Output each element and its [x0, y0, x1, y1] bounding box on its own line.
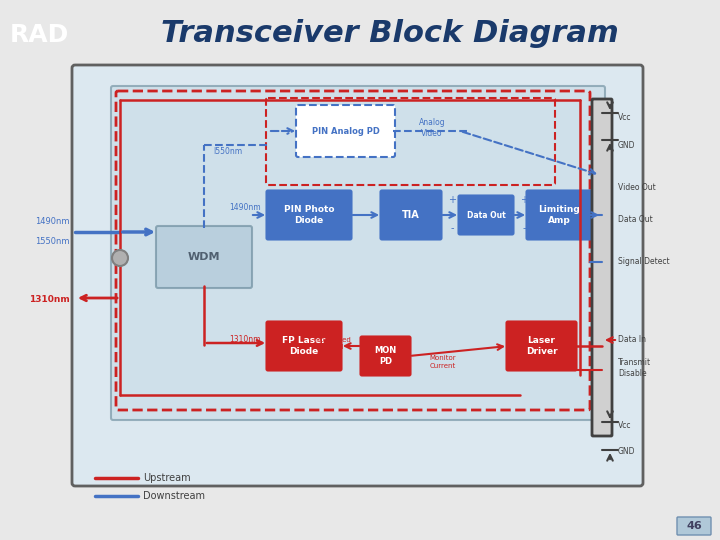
Text: Downstream: Downstream [143, 491, 205, 501]
FancyBboxPatch shape [459, 195, 513, 234]
Text: Transceiver Block Diagram: Transceiver Block Diagram [161, 18, 619, 48]
FancyBboxPatch shape [156, 226, 252, 288]
Text: 1490nm: 1490nm [35, 218, 70, 226]
Text: +: + [520, 195, 528, 205]
Text: Upstream: Upstream [143, 473, 191, 483]
Text: 1310nm: 1310nm [30, 295, 70, 305]
FancyBboxPatch shape [361, 336, 410, 375]
FancyBboxPatch shape [266, 321, 341, 370]
Text: Data In: Data In [618, 335, 646, 345]
Text: 1490nm: 1490nm [229, 202, 261, 212]
FancyBboxPatch shape [380, 191, 441, 240]
FancyBboxPatch shape [266, 191, 351, 240]
Text: 1310nm: 1310nm [229, 335, 261, 345]
Text: Transmit
Disable: Transmit Disable [618, 359, 651, 377]
Text: -: - [450, 223, 454, 233]
Text: Video Out: Video Out [618, 184, 656, 192]
FancyBboxPatch shape [111, 86, 605, 420]
FancyBboxPatch shape [506, 321, 577, 370]
Text: Vcc: Vcc [618, 113, 631, 123]
Text: FP Laser
Diode: FP Laser Diode [282, 336, 326, 356]
FancyBboxPatch shape [677, 517, 711, 535]
FancyBboxPatch shape [592, 99, 612, 436]
Text: GND: GND [618, 448, 636, 456]
Text: WDM: WDM [188, 252, 220, 262]
FancyBboxPatch shape [526, 191, 592, 240]
Text: +: + [448, 195, 456, 205]
Text: Limiting
Amp: Limiting Amp [538, 205, 580, 225]
Text: Data Out: Data Out [467, 211, 505, 219]
Text: RAD: RAD [10, 23, 69, 47]
Text: -: - [522, 223, 526, 233]
Text: GND: GND [618, 140, 636, 150]
Text: MON
PD: MON PD [374, 346, 397, 366]
Text: 46: 46 [686, 521, 702, 531]
Text: Modulated
Signal: Modulated Signal [315, 336, 351, 349]
Text: 1550nm: 1550nm [35, 238, 70, 246]
Text: Monitor
Current: Monitor Current [430, 355, 456, 368]
Text: Laser
Driver: Laser Driver [526, 336, 557, 356]
Text: PIN Analog PD: PIN Analog PD [312, 126, 379, 136]
FancyBboxPatch shape [72, 65, 643, 486]
Text: Signal Detect: Signal Detect [618, 258, 670, 267]
Text: PIN Photo
Diode: PIN Photo Diode [284, 205, 334, 225]
Text: TIA: TIA [402, 210, 420, 220]
Circle shape [112, 250, 128, 266]
Text: Data Out: Data Out [618, 215, 653, 225]
Text: Analog
Video: Analog Video [419, 118, 445, 138]
Text: I550nm: I550nm [213, 147, 243, 157]
Text: Vcc: Vcc [618, 421, 631, 429]
FancyBboxPatch shape [296, 105, 395, 157]
